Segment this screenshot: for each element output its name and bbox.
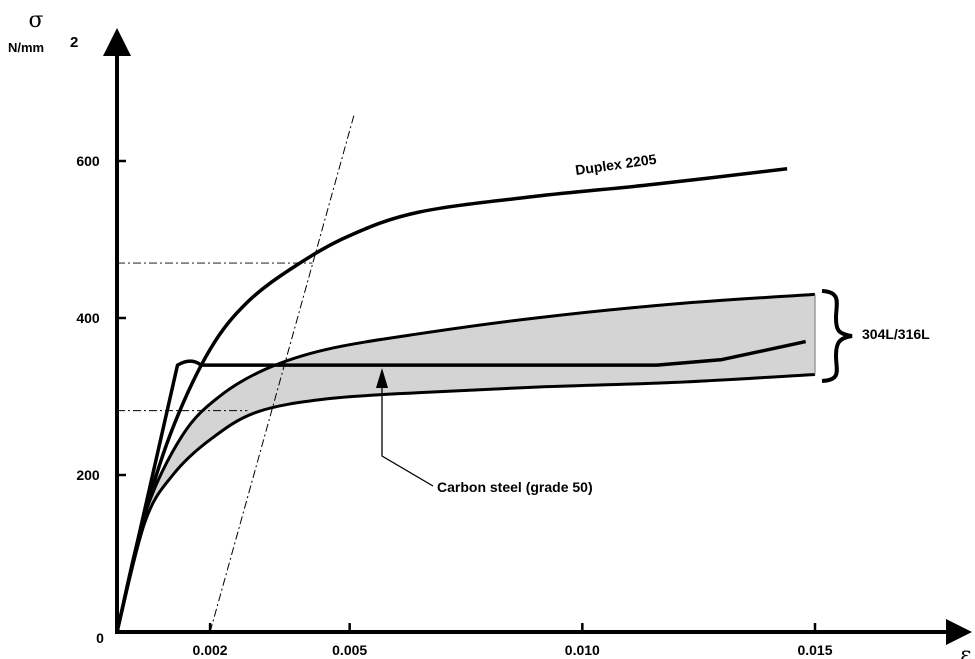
carbon-steel-curve bbox=[115, 339, 807, 633]
x-axis-arrow bbox=[946, 619, 972, 645]
offset-line bbox=[209, 113, 355, 633]
x-axis-symbol: ε bbox=[960, 643, 971, 659]
y-axis-arrow bbox=[103, 28, 131, 56]
duplex-curve bbox=[115, 167, 788, 633]
stainless-upper-curve bbox=[115, 292, 816, 633]
y-ticks: 200 400 600 bbox=[76, 153, 126, 483]
y-tick-label: 400 bbox=[76, 310, 100, 326]
y-tick-label: 200 bbox=[76, 467, 100, 483]
reference-lines bbox=[117, 262, 313, 412]
x-tick-label: 0.010 bbox=[565, 642, 600, 658]
duplex-label: Duplex 2205 bbox=[574, 151, 657, 178]
x-tick-label: 0.002 bbox=[193, 642, 228, 658]
stainless-label: 304L/316L bbox=[862, 326, 930, 342]
stainless-brace bbox=[821, 289, 853, 383]
stainless-band-fill bbox=[117, 294, 815, 632]
carbon-label: Carbon steel (grade 50) bbox=[437, 479, 593, 495]
carbon-leader bbox=[381, 387, 434, 487]
y-tick-label: 600 bbox=[76, 153, 100, 169]
stainless-lower-curve bbox=[115, 373, 816, 633]
y-axis-symbol: σ bbox=[28, 8, 43, 33]
x-tick-label: 0.015 bbox=[797, 642, 832, 658]
carbon-arrowhead bbox=[376, 368, 388, 388]
origin-label: 0 bbox=[96, 630, 104, 646]
y-axis-unit: N/mm bbox=[8, 40, 44, 55]
x-ticks: 0.002 0.005 0.010 0.015 bbox=[193, 623, 833, 658]
y-axis-unit-exponent: 2 bbox=[70, 34, 78, 51]
x-tick-label: 0.005 bbox=[332, 642, 367, 658]
